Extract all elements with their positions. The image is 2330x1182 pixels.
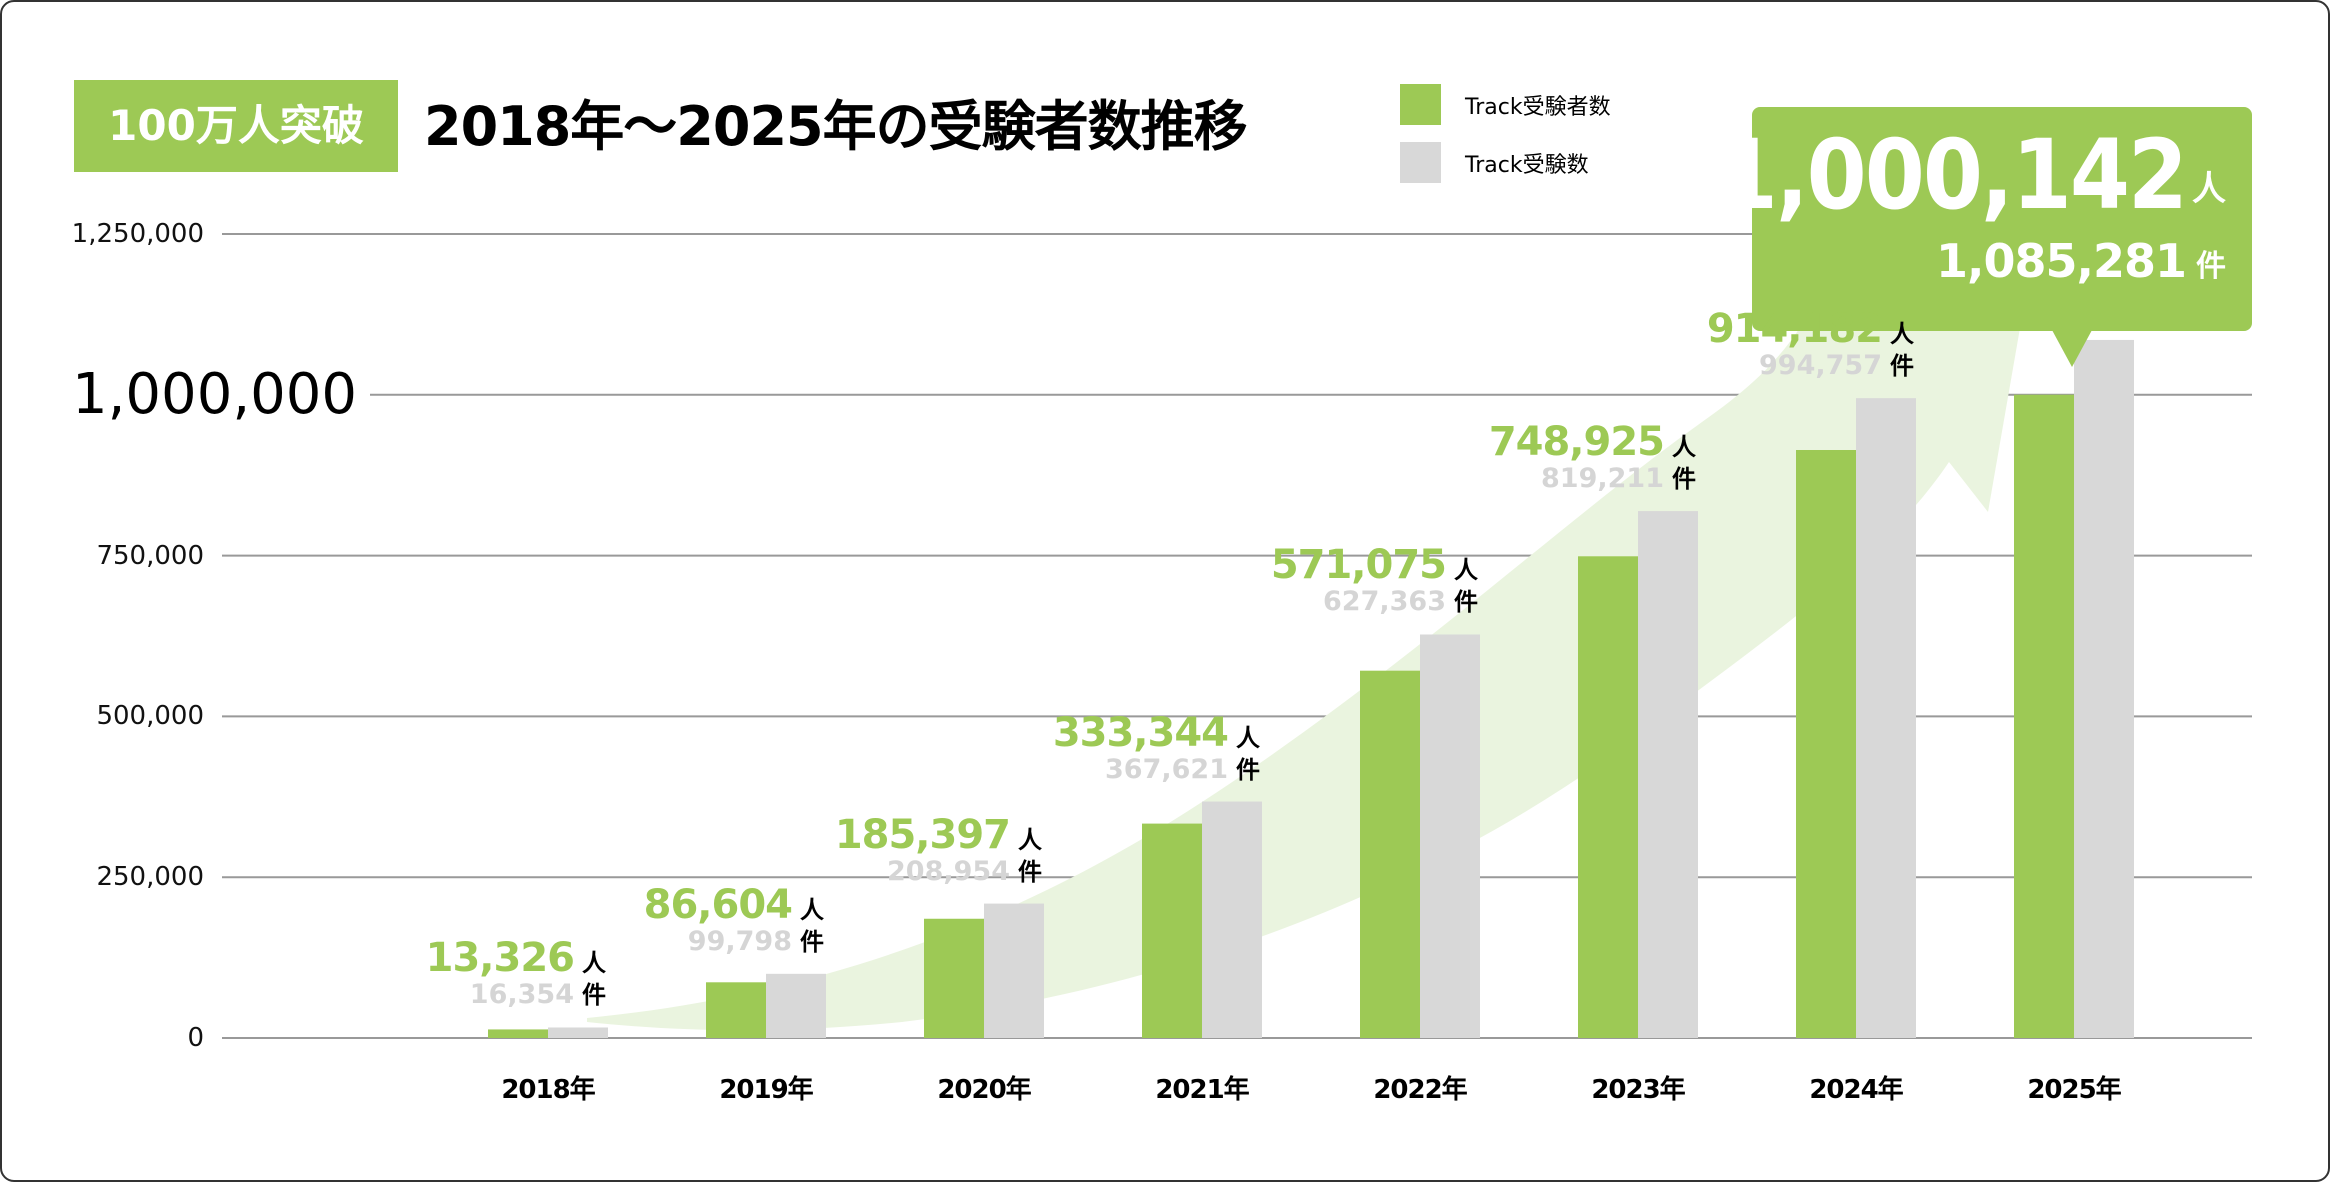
unit-label-exams: 件 [1018,857,1042,886]
value-label-exams: 16,354 [469,979,574,1011]
x-tick-label: 2020年 [937,1075,1031,1105]
bar-exams [1202,801,1262,1038]
bar-exams [984,903,1044,1038]
callout-main-value: 1,000,142 [1717,119,2188,231]
bar-examinees [488,1029,548,1038]
y-tick-label: 0 [187,1023,204,1053]
value-label-exams: 627,363 [1323,586,1446,618]
x-tick-label: 2024年 [1809,1075,1903,1105]
value-label-group: 333,344 人 367,621 件 [1053,713,1260,788]
bar-examinees [1796,449,1856,1038]
legend-swatch-green [1400,84,1441,125]
callout-main-unit: 人 [2192,169,2226,209]
legend-label: Track受験者数 [1465,94,1611,120]
value-label-group: 86,604 人 99,798 件 [644,885,824,960]
x-tick-label: 2018年 [501,1075,595,1105]
legend-item-examinees: Track受験者数 [1400,84,1611,125]
legend-item-exams: Track受験数 [1400,142,1589,183]
bar-examinees [1578,556,1638,1038]
callout-sub-value: 1,085,281 [1936,234,2187,288]
value-label-group: 571,075 人 627,363 件 [1271,545,1478,620]
unit-label-people: 人 [800,895,824,924]
bar-examinees [1360,670,1420,1038]
value-label-exams: 994,757 [1759,350,1882,382]
bar-examinees [1142,823,1202,1038]
y-tick-label: 1,000,000 [72,361,358,427]
value-label-examinees: 86,604 [643,881,793,928]
x-tick-label: 2019年 [719,1075,813,1105]
bar-exams [766,973,826,1038]
value-label-group: 13,326 人 16,354 件 [426,938,606,1013]
x-tick-label: 2025年 [2027,1075,2121,1105]
unit-label-exams: 件 [800,927,824,956]
unit-label-exams: 件 [1454,588,1478,617]
bar-exams [2074,339,2134,1038]
unit-label-people: 人 [1672,433,1696,462]
unit-label-exams: 件 [1672,465,1696,494]
unit-label-people: 人 [582,949,606,978]
unit-label-people: 人 [1236,723,1260,752]
bar-exams [548,1027,608,1038]
legend-swatch-gray [1400,142,1441,183]
value-label-examinees: 13,326 [425,935,575,982]
unit-label-exams: 件 [1890,352,1914,381]
callout-pointer [2052,330,2092,367]
unit-label-people: 人 [1890,320,1914,349]
unit-label-people: 人 [1454,556,1478,585]
value-label-examinees: 748,925 [1488,419,1665,466]
value-label-exams: 99,798 [687,925,792,957]
bar-exams [1856,398,1916,1038]
bar-examinees [2014,394,2074,1038]
value-label-examinees: 914,182 [1706,306,1883,353]
legend-label: Track受験数 [1465,152,1589,178]
value-label-group: 914,182 人 994,757 件 [1707,309,1914,384]
value-label-group: 185,397 人 208,954 件 [835,815,1042,890]
value-label-exams: 819,211 [1541,463,1664,495]
growth-arrow-icon [587,295,2024,1031]
unit-label-people: 人 [1018,825,1042,854]
bars [488,339,2134,1038]
bar-examinees [924,918,984,1038]
value-label-exams: 367,621 [1105,753,1228,785]
y-tick-label: 500,000 [96,701,204,732]
x-tick-label: 2022年 [1373,1075,1467,1105]
callout-sub-unit: 件 [2196,249,2226,284]
value-label-examinees: 333,344 [1052,709,1229,756]
value-label-examinees: 185,397 [834,811,1011,858]
bar-exams [1420,634,1480,1038]
milestone-badge: 100万人突破 [74,80,398,172]
y-tick-label: 250,000 [96,862,204,893]
value-label-group: 748,925 人 819,211 件 [1489,422,1696,497]
unit-label-exams: 件 [1236,755,1260,784]
bar-exams [1638,511,1698,1038]
y-tick-label: 1,250,000 [71,219,204,249]
x-tick-label: 2023年 [1591,1075,1685,1105]
unit-label-exams: 件 [582,981,606,1010]
x-tick-label: 2021年 [1155,1075,1249,1105]
value-label-examinees: 571,075 [1270,542,1447,589]
total-callout: 1,000,142 人 1,085,281 件 [1718,107,2252,331]
bar-examinees [706,982,766,1038]
value-label-exams: 208,954 [887,855,1010,887]
chart-title: 2018年〜2025年の受験者数推移 [424,95,1248,158]
y-tick-label: 750,000 [96,540,204,571]
